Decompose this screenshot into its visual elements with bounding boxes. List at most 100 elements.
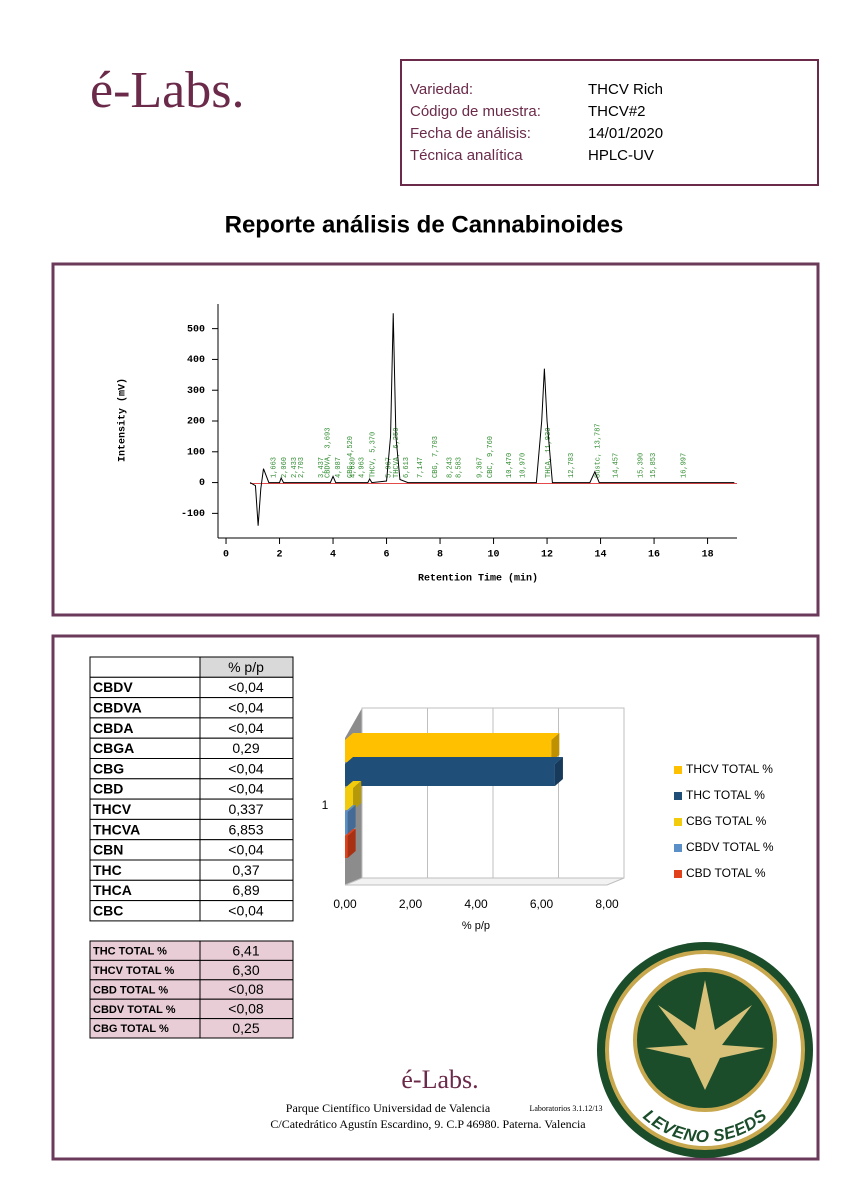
info-label: Técnica analítica [410,147,523,164]
y-tick-label: 400 [187,355,205,366]
row-value: <0,04 [228,781,264,797]
info-label: Fecha de análisis: [410,125,531,142]
address-line: Parque Científico Universidad de Valenci… [286,1101,491,1115]
bar-top [345,781,362,788]
x-tick-label: 18 [702,550,714,561]
chromatogram-panel [51,262,820,617]
peak-label: CBDVA, 3,693 [325,428,333,478]
peak-label: 15,853 [650,453,658,478]
row-value: <0,04 [228,699,264,715]
x-tick-label: 14 [595,550,607,561]
info-label: Código de muestra: [410,103,541,120]
row-name: THC [93,862,122,878]
peak-label: CBC, 9,760 [487,436,495,478]
bar [345,836,348,858]
legend-label: CBG TOTAL % [686,814,767,828]
row-name: CBDVA [93,699,142,715]
x-tick-label: 4,00 [464,897,488,911]
peak-label: 1,663 [270,457,278,478]
row-value: 0,29 [232,740,259,756]
peak-label: 6,613 [403,457,411,478]
x-tick-label: 2 [277,550,283,561]
row-name: CBDV [93,679,133,695]
row-name: CBG TOTAL % [93,1023,169,1035]
x-tick-label: 0,00 [333,897,357,911]
lab-number: Laboratorios 3.1.12/13 [529,1104,602,1113]
row-name: CBG [93,760,124,776]
x-tick-label: 8 [437,550,443,561]
peak-label: 2,433 [291,457,299,478]
legend-swatch [674,792,682,800]
title: Reporte análisis de Cannabinoides [225,211,624,238]
table-cell [199,900,294,922]
table-cell [199,1018,294,1039]
peak-label: 14,457 [613,453,621,478]
row-value: <0,08 [228,1001,264,1017]
x-tick-label: 10 [488,550,500,561]
info-value: THCV#2 [588,103,646,120]
x-tick-label: 0 [223,550,229,561]
legend-label: CBD TOTAL % [686,866,766,880]
row-value: <0,08 [228,981,264,997]
badge: LEVENO SEEDS [597,942,813,1158]
legend-swatch [674,844,682,852]
bar [345,764,555,786]
info-box [400,59,819,186]
row-name: CBN [93,842,123,858]
row-name: CBGA [93,740,134,756]
x-axis-label: Retention Time (min) [418,573,538,585]
results-panel [51,634,820,1161]
bar-shade [347,805,356,834]
peak-label: 12,783 [568,453,576,478]
legend-swatch [674,818,682,826]
row-value: 0,337 [228,801,263,817]
y-tick-label: 500 [187,324,205,335]
row-value: <0,04 [228,902,264,918]
legend-label: THCV TOTAL % [686,762,773,776]
leaf [645,980,765,1090]
row-value: 6,853 [228,821,263,837]
peak-label: 8,243 [446,457,454,478]
row-value: 6,30 [232,962,259,978]
x-tick-label: 8,00 [595,897,619,911]
legend-label: CBDV TOTAL % [686,840,774,854]
peak-label: Sustc, 13,787 [595,423,603,478]
peak-label: 4,630 [350,457,358,478]
legend-label: THC TOTAL % [686,788,765,802]
row-value: <0,04 [228,720,264,736]
y-tick-label: -100 [181,509,205,520]
info-value: THCV Rich [588,81,663,98]
peak-label: CBG, 7,703 [432,436,440,478]
row-value: <0,04 [228,760,264,776]
peak-label: 8,583 [455,457,463,478]
peak-label: 4,087 [335,457,343,478]
bar [345,812,348,834]
bar-shade [347,829,356,858]
bar-top [345,757,563,764]
row-name: THCVA [93,821,140,837]
row-name: THCA [93,882,132,898]
bar-top [345,733,560,740]
peak-label: THCA, 11,930 [545,428,553,478]
row-value: 6,41 [232,942,259,958]
x-tick-label: 6,00 [530,897,554,911]
bar-top [345,829,356,836]
table-header-cell [89,656,201,678]
x-tick-label: 16 [648,550,660,561]
row-value: 6,89 [232,882,259,898]
info-value: HPLC-UV [588,147,654,164]
info-value: 14/01/2020 [588,125,663,142]
info-label: Variedad: [410,81,473,98]
bar-side [554,757,563,786]
peak-label: 2,703 [298,457,306,478]
row-name: CBD TOTAL % [93,984,168,996]
peak-label: 7,147 [417,457,425,478]
x-tick-label: 6 [384,550,390,561]
peak-label: 5,967 [386,457,394,478]
peak-label: THCV, 5,370 [370,432,378,478]
x-tick-label: 4 [330,550,336,561]
floor [344,877,625,886]
row-value: 0,25 [232,1020,259,1036]
bar-side [347,805,356,834]
x-tick-label: 12 [541,550,553,561]
